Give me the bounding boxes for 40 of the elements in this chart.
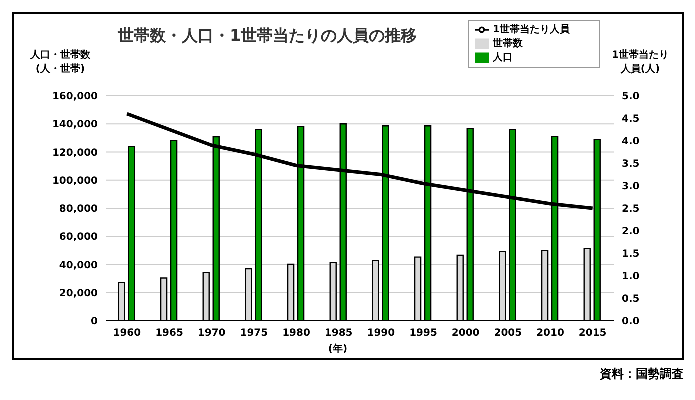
text: 資料：国勢調査 [600, 366, 684, 383]
x-tick-label: 1975 [240, 328, 268, 340]
y2-tick-label: 1.0 [622, 272, 640, 283]
y2-tick-label: 5.0 [622, 92, 640, 103]
y2-tick-label: 0.5 [622, 294, 640, 306]
y-tick-label: 160,000 [52, 92, 98, 103]
y2-tick-label: 0.0 [622, 316, 640, 328]
y-tick-label: 0 [91, 316, 98, 328]
x-tick-label: 2015 [578, 328, 607, 340]
x-tick-label: 1970 [198, 328, 226, 340]
y2-tick-label: 4.0 [622, 136, 640, 148]
y-tick-label: 80,000 [59, 204, 98, 216]
x-tick-label: 1980 [282, 328, 310, 340]
y-tick-label: 120,000 [52, 148, 98, 159]
y2-tick-label: 2.5 [622, 204, 640, 216]
y2-tick-label: 4.5 [622, 114, 640, 126]
chart-title: 世帯数・人口・1世帯当たりの人員の推移 [118, 26, 418, 47]
x-tick-label: 1995 [410, 328, 438, 340]
y-tick-label: 40,000 [59, 260, 98, 272]
x-tick-label: 1960 [113, 328, 142, 340]
legend-label: 世帯数 [493, 38, 523, 50]
x-tick-label: 2000 [452, 328, 480, 340]
y2-tick-label: 3.0 [622, 182, 640, 193]
y-tick-label: 100,000 [52, 176, 98, 187]
legend-label: 1世帯当たり人員 [493, 24, 570, 36]
y-tick-label: 140,000 [52, 120, 98, 131]
x-tick-label: 2010 [536, 328, 564, 340]
legend-label: 人口 [493, 52, 513, 64]
x-axis-title: (年) [327, 342, 349, 356]
y2-tick-label: 3.5 [622, 159, 640, 170]
x-tick-label: 1965 [156, 328, 184, 340]
y2-tick-label: 1.5 [622, 249, 640, 260]
y2-tick-label: 2.0 [622, 226, 640, 238]
y-axis-title: 人口・世帯数(人・世帯) [30, 48, 91, 76]
y-tick-label: 60,000 [59, 232, 98, 244]
x-tick-label: 1990 [367, 328, 396, 340]
x-tick-label: 2005 [494, 328, 522, 340]
y-tick-label: 20,000 [59, 288, 98, 300]
y2-axis-title: 1世帯当たり人員(人) [611, 48, 670, 76]
x-tick-label: 1985 [324, 328, 353, 340]
